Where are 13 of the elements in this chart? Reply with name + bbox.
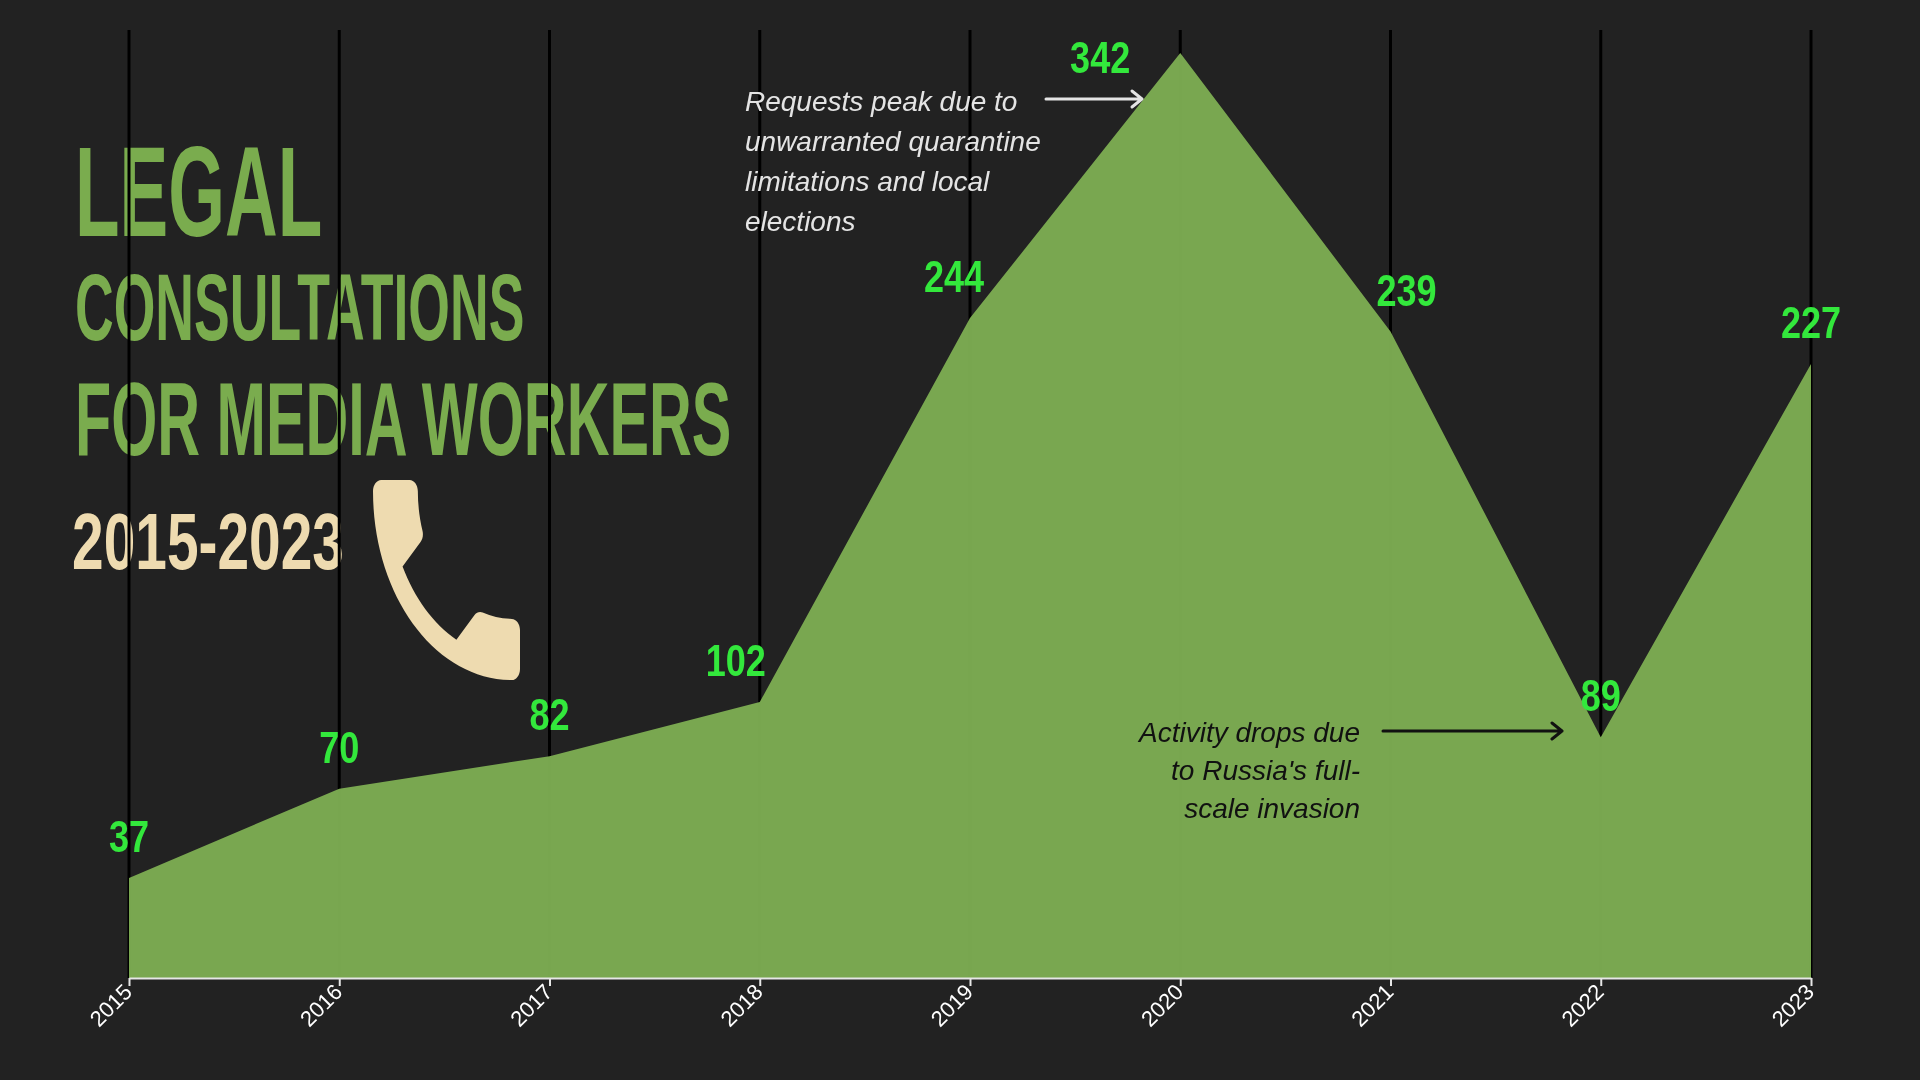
annotation: Requests peak due to unwarranted quarantine limitations and local elections [745, 86, 1041, 237]
data-label: 82 [529, 690, 570, 741]
data-label: 244 [923, 252, 985, 302]
data-label: 37 [108, 812, 150, 862]
data-label: 227 [1780, 298, 1842, 348]
text: 2015-2023 [72, 497, 344, 587]
annotation: Activity drops due to Russia's full-scale invasion [1137, 717, 1360, 824]
data-label: 70 [319, 723, 360, 773]
data-label: 342 [1070, 33, 1131, 83]
data-label: 89 [1580, 671, 1621, 722]
data-label: 102 [705, 636, 766, 686]
text: LEGAL CONSULTATIONS FOR MEDIA WORKERS [75, 120, 732, 478]
data-label: 239 [1376, 266, 1437, 316]
